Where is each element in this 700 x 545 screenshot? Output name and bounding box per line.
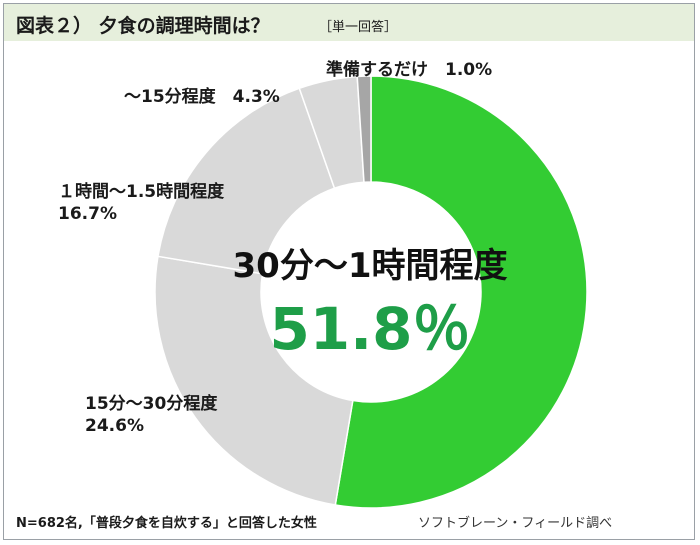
source-note: ソフトブレーン・フィールド調べ — [418, 516, 613, 531]
sample-note: N=682名,「普段夕食を自炊する」と回答した女性 — [16, 516, 317, 531]
highlight-value-label: 51.8％ — [269, 295, 471, 363]
label-under-15min-text: ～15分程度 4.3% — [124, 87, 280, 107]
label-15-30min-category: 15分～30分程度 — [85, 394, 218, 414]
label-under-15min: ～15分程度 4.3% — [124, 86, 280, 108]
label-15-30min-value: 24.6% — [85, 416, 144, 436]
chart-frame — [3, 3, 695, 540]
label-1-1.5h-category: １時間～1.5時間程度 — [58, 182, 225, 202]
slice-15-30min — [154, 255, 354, 506]
chart-header: 図表２） 夕食の調理時間は？ ［単一回答］ — [4, 4, 694, 41]
slice-30min-1h — [334, 75, 588, 509]
donut-slices — [154, 75, 588, 509]
chart-title: 図表２） 夕食の調理時間は？ — [16, 15, 270, 37]
slice-1-1.5h — [157, 87, 336, 275]
label-prep-only-text: 準備するだけ 1.0% — [326, 60, 493, 80]
label-15-30min: 15分～30分程度 24.6% — [85, 393, 217, 437]
label-prep-only: 準備するだけ 1.0% — [326, 59, 492, 81]
answer-type-badge: ［単一回答］ — [319, 20, 398, 35]
highlight-category-label: 30分～1時間程度 — [232, 246, 508, 286]
label-1-1.5h-value: 16.7% — [58, 204, 117, 224]
label-1-1.5h: １時間～1.5時間程度 16.7% — [58, 181, 224, 225]
slice-prep-only — [356, 75, 372, 184]
